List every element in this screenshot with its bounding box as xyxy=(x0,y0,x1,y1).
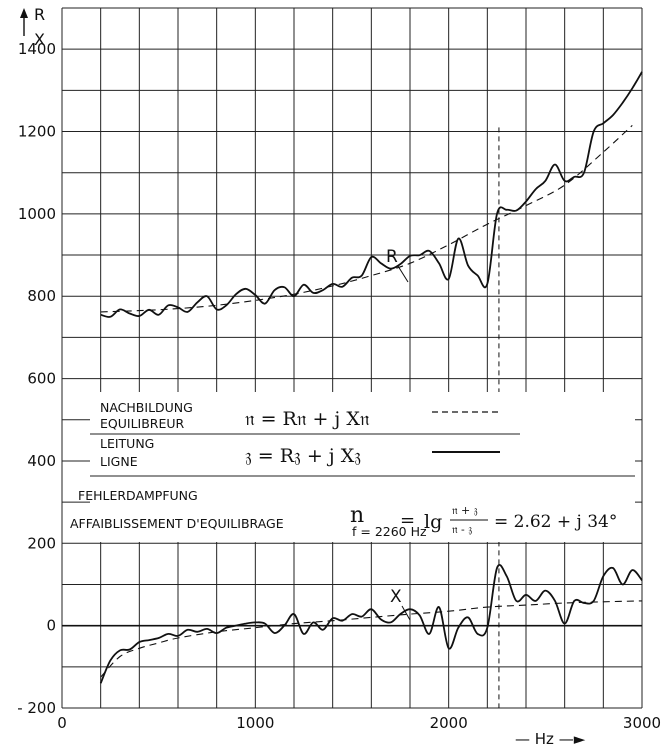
y-tick-label: 1200 xyxy=(18,123,56,141)
annotation-eq: = xyxy=(400,510,415,531)
legend-row1-de: NACHBILDUNG xyxy=(100,400,193,415)
curve-label-x: X xyxy=(390,587,402,607)
curve-label-x-pointer xyxy=(401,605,411,621)
legend-row2-formula: 𝔷 = R𝔷 + j X𝔷 xyxy=(245,445,361,467)
curve-label-r: R xyxy=(386,247,398,267)
y-axis-label-x: X xyxy=(34,30,45,49)
annotation-frac-den: 𝔫 - 𝔷 xyxy=(452,523,472,536)
series-line-1 xyxy=(99,563,643,684)
x-tick-label: 1000 xyxy=(236,714,274,732)
legend-panel xyxy=(90,392,635,542)
annotation-frac-num: 𝔫 + 𝔷 xyxy=(452,504,478,517)
y-tick-label: 400 xyxy=(27,452,56,470)
annotation-line2: AFFAIBLISSEMENT D'EQUILIBRAGE xyxy=(70,516,284,531)
y-tick-label: 1000 xyxy=(18,205,56,223)
y-tick-label: 600 xyxy=(27,370,56,388)
curve-label-r-pointer xyxy=(397,265,409,283)
x-tick-label: 3000 xyxy=(623,714,661,732)
y-tick-label: 800 xyxy=(27,287,56,305)
series-line-2 xyxy=(100,124,633,313)
annotation-line1: FEHLERDAMPFUNG xyxy=(78,488,198,503)
legend-row2-fr: LIGNE xyxy=(100,454,138,469)
y-tick-label: - 200 xyxy=(17,699,56,717)
series-line-0 xyxy=(100,71,643,318)
y-tick-label: 0 xyxy=(46,617,56,635)
x-tick-label: 0 xyxy=(57,714,67,732)
x-axis-label: — Hz —► xyxy=(515,730,586,748)
legend-row2-de: LEITUNG xyxy=(100,436,154,451)
legend-row1-formula: 𝔫 = R𝔫 + j X𝔫 xyxy=(245,408,370,430)
legend-row1-fr: EQUILIBREUR xyxy=(100,416,185,431)
annotation-result: = 2.62 + j 34° xyxy=(494,512,617,532)
x-tick-labels: 0 1000 2000 3000 xyxy=(57,714,661,732)
annotation-symbol: n xyxy=(350,503,364,528)
y-tick-labels: - 200 0 200 400 600 800 1000 1200 1400 xyxy=(17,40,56,717)
annotation-subscript: f = 2260 Hz xyxy=(352,524,427,539)
annotation-lg: lg xyxy=(424,511,442,533)
series-lines xyxy=(99,71,643,684)
series-line-3 xyxy=(100,600,643,678)
y-axis-label-r: R xyxy=(34,5,45,24)
y-tick-label: 200 xyxy=(27,534,56,552)
x-tick-label: 2000 xyxy=(430,714,468,732)
y-tick-label: 1400 xyxy=(18,40,56,58)
y-axis-arrow-icon xyxy=(20,8,28,18)
